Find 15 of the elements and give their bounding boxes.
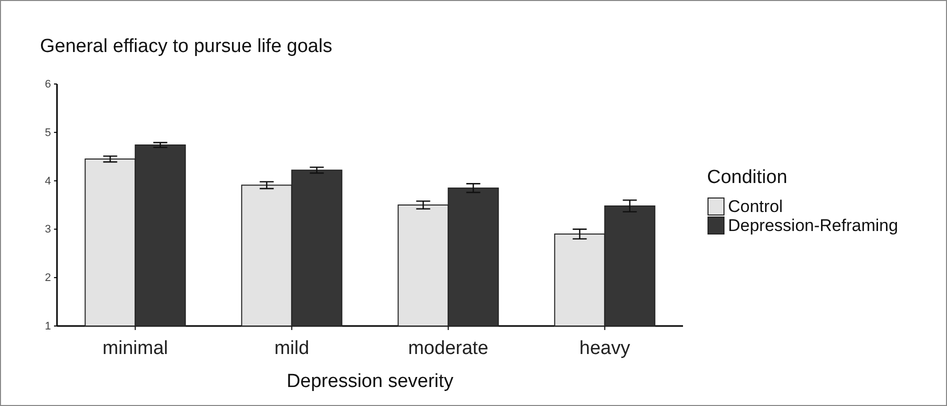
x-tick-label: moderate [408, 338, 488, 359]
legend-title: Condition [707, 167, 788, 188]
chart-title: General effiacy to pursue life goals [40, 36, 332, 57]
x-axis-title: Depression severity [286, 371, 454, 392]
x-tick-label: minimal [102, 338, 168, 359]
x-tick-label: mild [274, 338, 310, 359]
y-tick-label: 6 [44, 78, 51, 91]
y-tick-label: 3 [44, 224, 51, 236]
y-tick-label: 4 [44, 175, 51, 188]
y-tick-label: 1 [44, 320, 51, 333]
y-tick-label: 5 [44, 126, 51, 139]
y-tick-label: 2 [44, 272, 51, 284]
x-tick-label: heavy [579, 338, 631, 359]
legend-label: Depression-Reframing [728, 216, 898, 235]
legend-label: Control [728, 197, 783, 216]
